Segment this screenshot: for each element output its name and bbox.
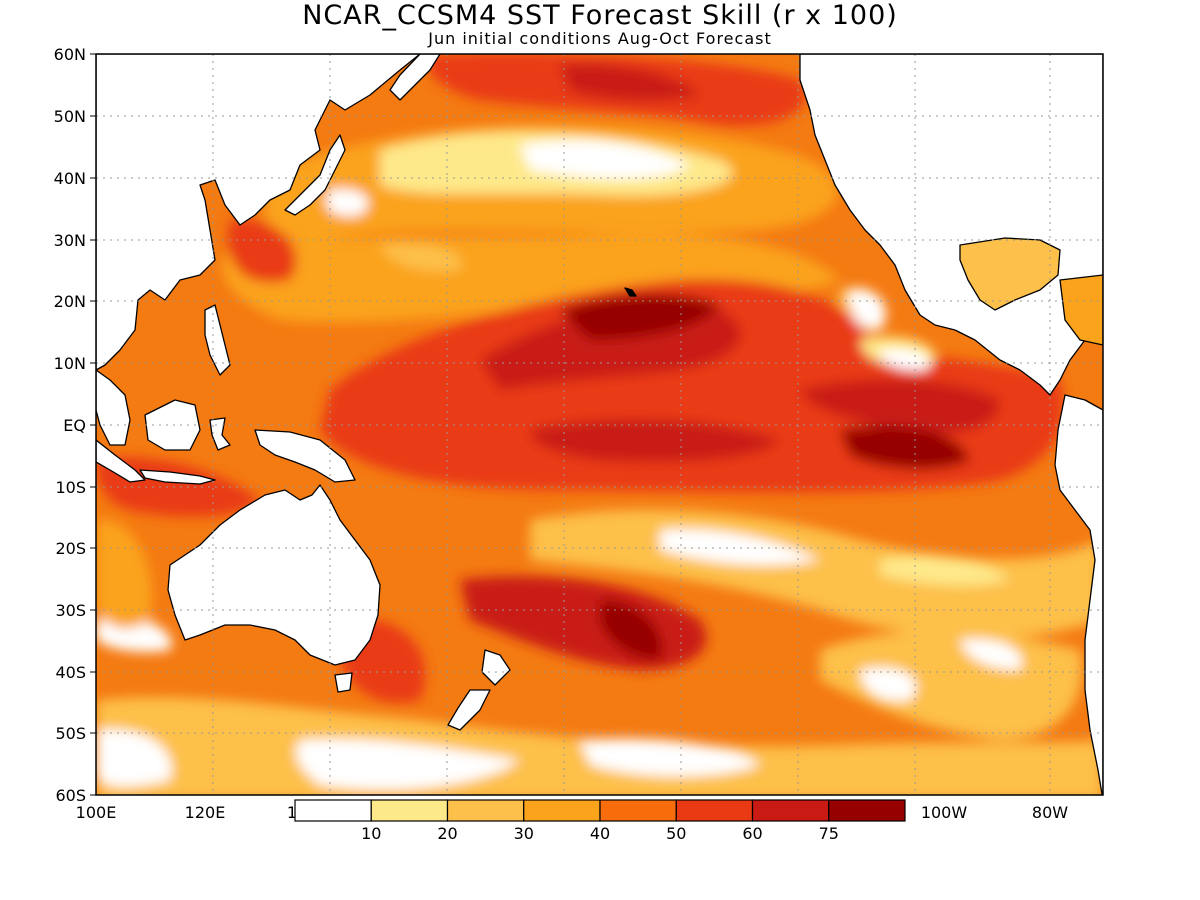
colorbar-swatch xyxy=(446,799,525,822)
lon-label: 1 xyxy=(287,803,297,822)
lat-label: 30N xyxy=(54,231,86,250)
lat-label: 50N xyxy=(54,107,86,126)
lon-label: 100W xyxy=(921,803,968,822)
malay-peninsula xyxy=(96,369,131,446)
colorbar-label: 20 xyxy=(437,824,457,843)
sulawesi-island xyxy=(209,417,231,451)
new-zealand-south xyxy=(447,689,491,731)
colorbar-label: 40 xyxy=(590,824,610,843)
graticule xyxy=(96,54,1103,795)
skill-field xyxy=(96,54,1103,795)
lat-label: 50S xyxy=(55,724,86,743)
map-subtitle: Jun initial conditions Aug-Oct Forecast xyxy=(428,29,772,48)
skill-contours xyxy=(96,54,1103,795)
latitude-labels: 60N 50N 40N 30N 20N 10N EQ 10S 20S 30S 4… xyxy=(54,45,86,805)
colorbar-swatch xyxy=(599,799,677,822)
new-guinea-island xyxy=(254,429,356,483)
colorbar-label: 30 xyxy=(514,824,534,843)
colorbar-swatch xyxy=(828,799,906,822)
hawaii-islands xyxy=(624,287,637,297)
colorbar-swatch xyxy=(294,799,372,822)
colorbar-swatch xyxy=(523,799,601,822)
colorbar-swatch xyxy=(370,799,449,822)
lat-label: 20S xyxy=(55,539,86,558)
kamchatka-peninsula xyxy=(389,54,441,101)
colorbar-label: 75 xyxy=(819,824,839,843)
colorbar-swatch xyxy=(751,799,830,822)
colorbar xyxy=(294,799,906,822)
land-masses xyxy=(96,54,1103,795)
lon-label: 120E xyxy=(185,803,226,822)
philippines-islands xyxy=(204,304,231,376)
longitude-labels: 100E 120E 1 100W 80W xyxy=(76,803,1069,822)
lat-label: 10S xyxy=(55,478,86,497)
japan-island xyxy=(284,134,346,216)
lat-label: 10N xyxy=(54,354,86,373)
map-title: NCAR_CCSM4 SST Forecast Skill (r x 100) xyxy=(302,0,898,31)
north-america-landmass xyxy=(799,54,1103,396)
australia-landmass xyxy=(167,484,381,666)
lat-label: 30S xyxy=(55,601,86,620)
colorbar-label: 60 xyxy=(742,824,762,843)
new-zealand-north xyxy=(481,649,511,686)
lat-label: EQ xyxy=(63,416,86,435)
asia-landmass xyxy=(96,54,421,371)
south-america-landmass xyxy=(1054,394,1103,795)
lat-label: 40S xyxy=(55,663,86,682)
lon-label: 100E xyxy=(76,803,117,822)
colorbar-labels: 10 20 30 40 50 60 75 xyxy=(361,824,839,843)
latitude-axis xyxy=(90,53,96,796)
colorbar-swatch xyxy=(675,799,754,822)
lon-label: 80W xyxy=(1032,803,1068,822)
colorbar-label: 10 xyxy=(361,824,381,843)
caribbean-outline xyxy=(1059,274,1103,346)
java-island xyxy=(139,469,216,485)
lat-label: 60N xyxy=(54,45,86,64)
tasmania-island xyxy=(334,672,353,693)
sumatra-island xyxy=(96,439,146,483)
lat-label: 60S xyxy=(55,786,86,805)
lat-label: 20N xyxy=(54,292,86,311)
borneo-island xyxy=(144,399,201,451)
colorbar-label: 50 xyxy=(666,824,686,843)
lat-label: 40N xyxy=(54,169,86,188)
